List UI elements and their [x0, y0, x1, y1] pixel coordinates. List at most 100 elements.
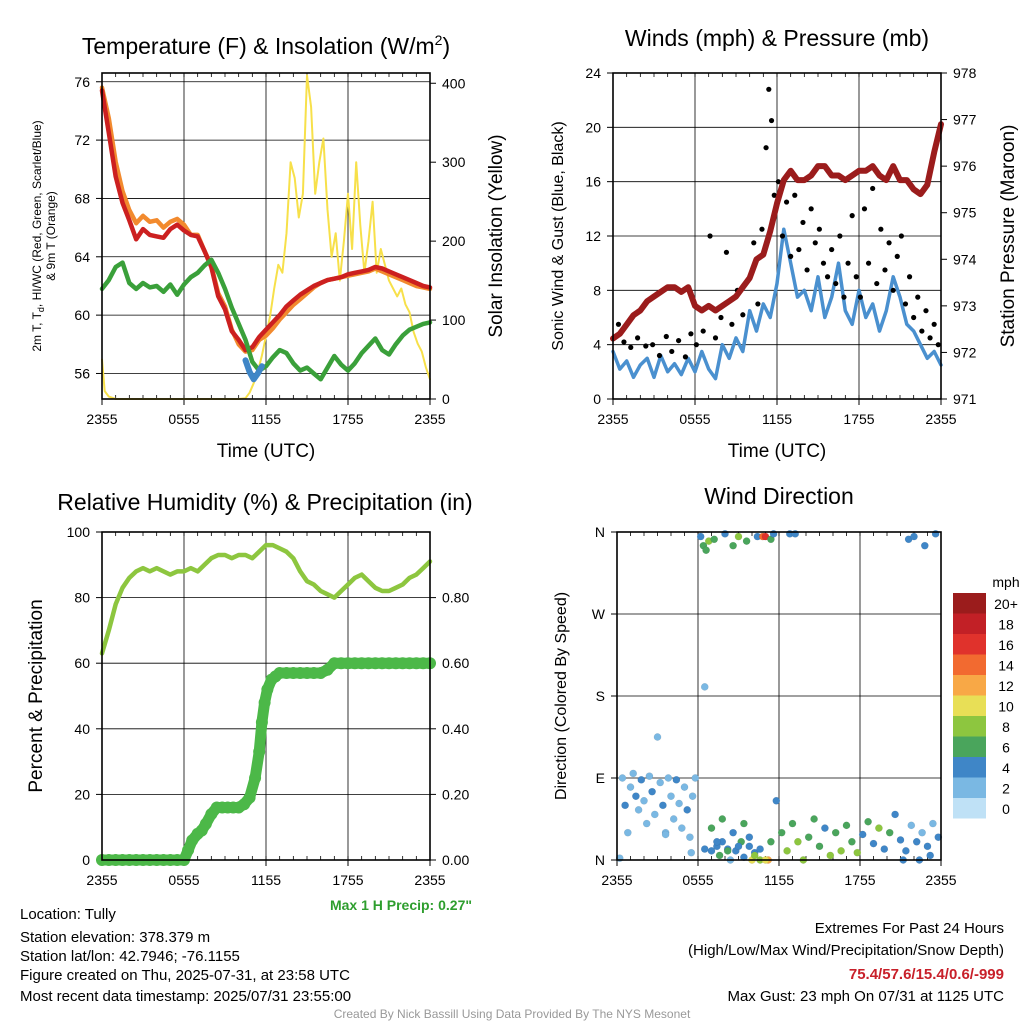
rh-ytick-label: 0	[82, 852, 90, 868]
gust-point	[796, 246, 802, 253]
gust-point	[935, 342, 941, 348]
direction-point	[783, 847, 791, 855]
rh-y2tick-label: 0.00	[442, 852, 469, 868]
gust-point	[800, 219, 806, 226]
temp-y2tick-label: 0	[442, 391, 450, 407]
direction-point	[707, 824, 716, 832]
gust-point	[788, 253, 794, 259]
gust-point	[894, 253, 900, 259]
direction-point	[918, 828, 926, 837]
wind-y2tick-label: 977	[953, 112, 977, 128]
direction-point	[772, 796, 781, 805]
gust-point	[621, 339, 627, 345]
direction-point	[651, 810, 659, 819]
gust-point	[911, 314, 917, 321]
gust-point	[890, 287, 896, 293]
temp-xtick-label: 0555	[168, 411, 199, 427]
rh-xtick-label: 1755	[332, 872, 363, 888]
gust-point	[841, 294, 847, 300]
dir-xtick-label: 1755	[844, 872, 875, 888]
gust-point	[804, 267, 810, 273]
wind-xtick-label: 1155	[762, 411, 792, 427]
gust-point	[656, 352, 663, 359]
rh-ytick-label: 20	[74, 786, 90, 802]
temperature-line	[99, 257, 433, 382]
dir-ytick-label: W	[592, 606, 606, 622]
direction-point	[729, 541, 737, 550]
direction-point	[740, 819, 748, 828]
dir-title: Wind Direction	[704, 483, 854, 509]
wind-xtick-label: 2355	[597, 411, 628, 427]
gust-point	[812, 240, 818, 246]
dir-panel: 2355 0555 1155 1755 2355 N E S W N	[592, 524, 957, 888]
gust-point	[650, 342, 656, 348]
wind-xtick-label: 0555	[679, 411, 710, 427]
extremes-values: 75.4/57.6/15.4/0.6/-999	[848, 966, 1004, 983]
direction-point	[734, 842, 743, 851]
dir-ytick-label: N	[595, 852, 605, 868]
gust-point	[723, 249, 730, 255]
wind-y2tick-label: 973	[953, 298, 977, 314]
temp-xtick-label: 2355	[86, 411, 117, 427]
direction-point	[672, 776, 681, 784]
gust-point	[792, 192, 798, 198]
credit-line: Created By Nick Bassill Using Data Provi…	[333, 1007, 691, 1021]
direction-point	[642, 819, 651, 828]
gust-point	[902, 301, 909, 307]
direction-point	[723, 847, 732, 855]
gust-point	[824, 274, 831, 280]
legend-swatch	[953, 654, 986, 675]
wind-ytick-label: 24	[585, 65, 601, 81]
wind-y2label: Station Pressure (Maroon)	[998, 125, 1019, 348]
dir-ytick-label: S	[596, 688, 605, 704]
direction-point	[885, 828, 894, 837]
direction-point	[858, 830, 867, 839]
gust-point	[886, 240, 892, 246]
legend-swatch	[953, 675, 986, 696]
direction-point	[621, 801, 629, 810]
legend-label: 10	[998, 699, 1014, 715]
rh-ytick-label: 80	[74, 590, 90, 606]
legend-label: 16	[998, 637, 1014, 653]
legend-swatch	[953, 593, 986, 614]
direction-point	[794, 837, 802, 846]
direction-point	[632, 792, 640, 801]
wind-frame	[612, 72, 942, 400]
temperature-line	[99, 88, 433, 353]
gust-point	[829, 246, 835, 253]
temp-ytick-label: 64	[74, 249, 90, 265]
gust-point	[740, 312, 746, 318]
direction-point	[640, 796, 648, 805]
temp-panel: 2355 0555 1155 1755 2355 56 60 64 68 72 76 0 100 200 3…	[74, 73, 466, 427]
direction-point	[875, 824, 883, 832]
legend-swatch	[953, 695, 986, 716]
direction-point	[826, 851, 835, 860]
direction-point	[729, 828, 737, 837]
direction-point	[777, 828, 786, 837]
direction-point	[902, 847, 910, 855]
direction-point	[750, 851, 759, 860]
direction-point	[710, 535, 719, 544]
direction-point	[664, 774, 673, 782]
direction-point	[700, 845, 709, 853]
gust-point	[771, 192, 777, 198]
pressure-line	[610, 121, 944, 342]
gust-point	[775, 179, 781, 185]
gust-point	[718, 314, 724, 321]
gust-point	[927, 335, 933, 341]
direction-point	[734, 532, 743, 541]
gust-point	[870, 185, 876, 192]
gust-point	[931, 321, 937, 327]
rh-ytick-label: 100	[67, 524, 91, 540]
gust-point	[923, 308, 929, 314]
legend-title: mph	[992, 574, 1019, 590]
precip-point	[243, 791, 256, 804]
rh-ylabel: Percent & Precipitation	[26, 599, 47, 792]
temp-xtick-label: 2355	[414, 411, 445, 427]
gust-point	[845, 260, 851, 266]
direction-point	[907, 821, 916, 830]
direction-point	[745, 842, 754, 851]
temp-ytick-label: 76	[74, 74, 90, 90]
rh-xtick-label: 2355	[414, 872, 445, 888]
wind-xtick-label: 1755	[843, 411, 874, 427]
